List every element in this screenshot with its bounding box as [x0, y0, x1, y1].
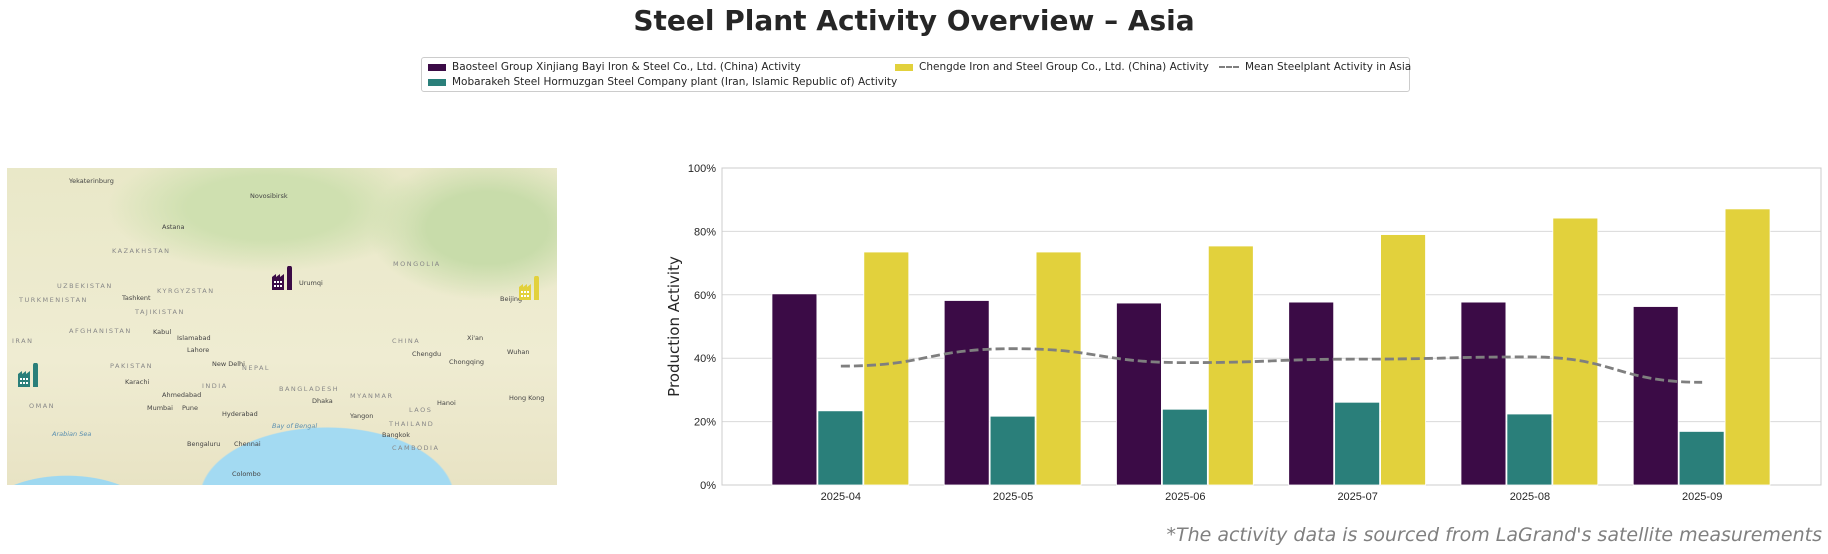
bar	[817, 410, 864, 486]
map-country-label: LAOS	[409, 406, 433, 414]
bar	[1035, 251, 1082, 486]
plot-frame	[721, 167, 1822, 486]
map-city-label: Karachi	[125, 378, 150, 386]
map-city-label: Hanoi	[437, 399, 456, 407]
x-tick-label: 2025-04	[821, 491, 861, 503]
map-city-label: New Delhi	[212, 360, 245, 368]
bar	[1288, 301, 1335, 486]
map-city-label: Kabul	[153, 328, 172, 336]
map-city-label: Tashkent	[122, 294, 151, 302]
x-tick-label: 2025-09	[1682, 491, 1722, 503]
y-tick-label: 20%	[694, 417, 716, 429]
map-country-label: KAZAKHSTAN	[112, 247, 171, 255]
bar	[1506, 413, 1553, 486]
map-country-label: AFGHANISTAN	[69, 327, 132, 335]
bar	[1632, 306, 1679, 486]
legend-label: Baosteel Group Xinjiang Bayi Iron & Stee…	[452, 61, 801, 73]
bar	[1724, 208, 1771, 486]
map-city-label: Mumbai	[147, 404, 173, 412]
bar	[989, 415, 1036, 486]
map-country-label: MYANMAR	[350, 392, 394, 400]
map-city-label: Chengdu	[412, 350, 442, 358]
map-country-label: PAKISTAN	[110, 362, 154, 370]
legend-item-baosteel: Baosteel Group Xinjiang Bayi Iron & Stee…	[428, 61, 801, 73]
x-tick-label: 2025-07	[1337, 491, 1377, 503]
y-tick-label: 40%	[694, 353, 716, 365]
map-city-label: Pune	[182, 404, 199, 412]
footnote: *The activity data is sourced from LaGra…	[1166, 524, 1822, 546]
legend-item-mobarakeh: Mobarakeh Steel Hormuzgan Steel Company …	[428, 76, 897, 88]
map-country-label: KYRGYZSTAN	[157, 287, 215, 295]
legend-label: Mean Steelplant Activity in Asia	[1245, 61, 1412, 73]
map-city-label: Lahore	[187, 346, 210, 354]
map-country-label: UZBEKISTAN	[57, 282, 113, 290]
map-country-label: TAJIKISTAN	[135, 308, 185, 316]
legend-swatch	[428, 78, 446, 86]
x-tick-label: 2025-05	[993, 491, 1033, 503]
bar	[863, 251, 910, 486]
map-city-label: Xi'an	[467, 334, 484, 342]
map-city-label: Dhaka	[312, 397, 333, 405]
map-country-label: CAMBODIA	[392, 444, 440, 452]
bar	[943, 300, 990, 486]
map-city-label: Wuhan	[507, 348, 530, 356]
y-tick-label: 0%	[700, 480, 716, 492]
x-tick-label: 2025-06	[1165, 491, 1205, 503]
map-city-label: Colombo	[232, 470, 261, 478]
bar	[1207, 245, 1254, 486]
map-city-label: Chennai	[234, 440, 261, 448]
map-country-label: INDIA	[202, 382, 228, 390]
bar	[1162, 408, 1208, 486]
chart-title: Steel Plant Activity Overview – Asia	[633, 4, 1195, 37]
y-tick-label: 100%	[688, 163, 716, 175]
map-city-label: Ahmedabad	[162, 391, 202, 399]
bar	[1460, 301, 1507, 486]
map-city-label: Hyderabad	[222, 410, 258, 418]
map-city-label: Beijing	[500, 295, 523, 303]
y-tick-label: 60%	[694, 290, 716, 302]
map-city-label: Urumqi	[299, 279, 323, 287]
map-city-label: Hong Kong	[509, 394, 545, 402]
bar	[1678, 431, 1725, 486]
legend-item-chengde: Chengde Iron and Steel Group Co., Ltd. (…	[895, 61, 1209, 73]
factory-icon[interactable]	[519, 275, 543, 304]
bar	[1116, 302, 1162, 486]
factory-icon[interactable]	[18, 362, 42, 391]
bar	[1552, 217, 1599, 486]
map-city-label: Bengaluru	[187, 440, 221, 448]
map-city-label: Astana	[162, 223, 185, 231]
map[interactable]: Yekaterinburg Novosibirsk Astana Tashkent Ka…	[7, 168, 557, 485]
map-country-label: NEPAL	[242, 364, 271, 372]
legend-item-mean: Mean Steelplant Activity in Asia	[1219, 61, 1411, 73]
map-country-label: CHINA	[392, 337, 421, 345]
map-country-label: BANGLADESH	[279, 385, 340, 393]
legend-label: Mobarakeh Steel Hormuzgan Steel Company …	[452, 76, 898, 88]
legend-swatch	[428, 63, 446, 71]
y-tick-label: 80%	[694, 226, 716, 238]
legend: Baosteel Group Xinjiang Bayi Iron & Stee…	[421, 57, 1411, 92]
mean-line	[840, 347, 1703, 384]
map-city-label: Chongqing	[449, 358, 485, 366]
map-country-label: MONGOLIA	[393, 260, 441, 268]
map-sea-label: Arabian Sea	[52, 430, 92, 438]
x-tick-label: 2025-08	[1510, 491, 1550, 503]
legend-label: Chengde Iron and Steel Group Co., Ltd. (…	[919, 61, 1209, 73]
map-country-label: IRAN	[12, 337, 34, 345]
map-city-label: Yangon	[350, 412, 374, 420]
y-axis-label: Production Activity	[665, 256, 683, 397]
map-city-label: Novosibirsk	[250, 192, 288, 200]
bar	[1334, 401, 1380, 486]
map-city-label: Bangkok	[382, 431, 410, 439]
map-city-label: Islamabad	[177, 334, 211, 342]
bar	[771, 293, 818, 486]
map-country-label: TURKMENISTAN	[19, 296, 88, 304]
map-country-label: OMAN	[29, 402, 56, 410]
map-city-label: Yekaterinburg	[69, 177, 114, 185]
map-country-label: THAILAND	[389, 420, 435, 428]
legend-dash	[1219, 66, 1239, 68]
legend-swatch	[895, 63, 913, 71]
map-sea-label: Bay of Bengal	[272, 422, 318, 430]
factory-icon[interactable]	[272, 265, 296, 294]
